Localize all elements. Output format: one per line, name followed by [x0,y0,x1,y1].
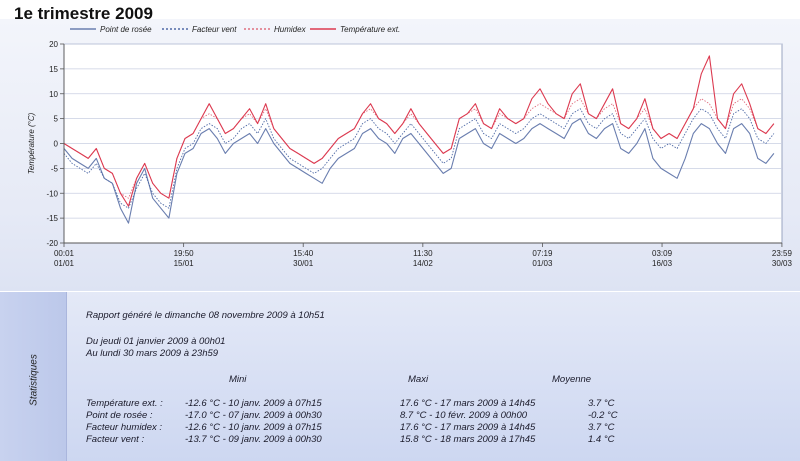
x-tick-date-label: 01/03 [532,259,553,268]
row-label: Point de rosée : [86,410,153,421]
page-title: 1e trimestre 2009 [14,4,153,23]
period-to: Au lundi 30 mars 2009 à 23h59 [86,348,219,359]
legend-humidex-label: Humidex [274,25,307,34]
header-max: Maxi [408,374,429,385]
dew-point-line [63,118,775,224]
row-average: -0.2 °C [588,410,618,421]
x-tick-date-label: 30/03 [772,259,793,268]
x-tick-date-label: 16/03 [652,259,673,268]
temperature-chart: Point de rosée Facteur vent Humidex Tempéra… [27,25,793,268]
x-tick-time-label: 23:59 [772,249,793,258]
row-max: 17.6 °C - 17 mars 2009 à 14h45 [400,422,536,433]
y-tick-label: 0 [54,140,59,149]
row-max: 17.6 °C - 17 mars 2009 à 14h45 [400,398,536,409]
x-tick-time-label: 11:30 [413,249,433,258]
statistics-side-label: Statistiques [28,354,40,406]
x-tick-time-label: 00:01 [54,249,75,258]
row-max: 8.7 °C - 10 févr. 2009 à 00h00 [400,410,528,421]
report-generated-line: Rapport généré le dimanche 08 novembre 2… [86,310,325,321]
row-label: Facteur vent : [86,434,145,445]
header-min: Mini [229,374,247,385]
row-label: Température ext. : [86,398,163,409]
row-min: -12.6 °C - 10 janv. 2009 à 07h15 [185,422,322,433]
temperature-line [63,55,775,207]
y-tick-label: -20 [46,239,58,248]
statistics-side-bar: Statistiques [0,292,67,461]
row-average: 1.4 °C [588,434,615,445]
row-label: Facteur humidex : [86,422,163,433]
period-from: Du jeudi 01 janvier 2009 à 00h01 [86,336,226,347]
x-tick-date-label: 01/01 [54,259,75,268]
y-tick-label: -10 [46,189,58,198]
row-average: 3.7 °C [588,422,615,433]
header-average: Moyenne [552,374,592,385]
row-min: -13.7 °C - 09 janv. 2009 à 00h30 [185,434,322,445]
y-tick-label: -5 [51,164,59,173]
y-tick-label: 5 [54,115,59,124]
y-axis-label: Température (°C) [27,112,36,174]
y-tick-label: 20 [49,40,58,49]
y-tick-label: 10 [49,90,58,99]
x-tick-date-label: 15/01 [174,259,195,268]
x-tick-time-label: 19:50 [174,249,195,258]
x-tick-time-label: 15:40 [293,249,314,258]
chart-panel: Point de rosée Facteur vent Humidex Tempéra… [0,19,800,291]
legend-dew-point-label: Point de rosée [100,25,152,34]
y-tick-label: -15 [46,214,58,223]
statistics-panel: Statistiques Rapport généré le dimanche … [0,292,800,461]
y-tick-label: 15 [49,65,58,74]
x-tick-time-label: 07:19 [532,249,553,258]
row-min: -12.6 °C - 10 janv. 2009 à 07h15 [185,398,322,409]
row-max: 15.8 °C - 18 mars 2009 à 17h45 [400,434,536,445]
row-average: 3.7 °C [588,398,615,409]
x-tick-date-label: 14/02 [413,259,434,268]
legend-temperature-label: Température ext. [340,25,400,34]
x-tick-time-label: 03:09 [652,249,673,258]
legend-wind-chill-label: Facteur vent [192,25,237,34]
row-min: -17.0 °C - 07 janv. 2009 à 00h30 [185,410,322,421]
x-tick-date-label: 30/01 [293,259,314,268]
